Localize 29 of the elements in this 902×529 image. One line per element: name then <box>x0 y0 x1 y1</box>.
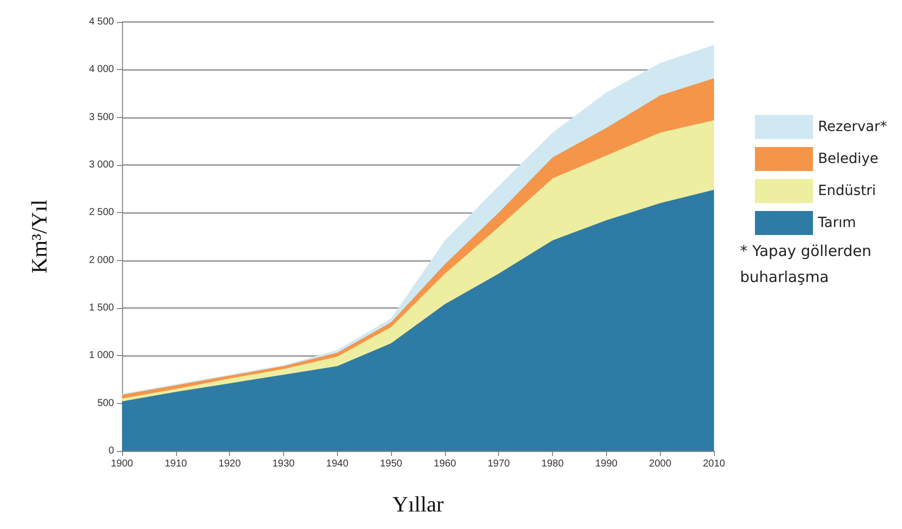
x-axis-title: Yıllar <box>392 492 444 516</box>
y-tick-label: 1 000 <box>88 350 114 362</box>
legend-label: Belediye <box>818 151 878 167</box>
x-tick-label: 1920 <box>218 458 242 470</box>
y-axis-title: Km³/Yıl <box>26 200 52 274</box>
y-tick-label: 0 <box>108 446 114 456</box>
x-tick-label: 1960 <box>434 458 456 470</box>
y-tick-label: 2 500 <box>88 207 114 218</box>
x-tick-label: 1970 <box>488 458 510 470</box>
x-tick-label: 1980 <box>541 458 564 470</box>
x-tick-label: 2000 <box>649 458 672 470</box>
x-tick-label: 2010 <box>702 458 726 470</box>
y-tick-label: 3 500 <box>88 112 114 123</box>
x-tick-label: 1900 <box>110 458 134 470</box>
y-tick-label: 2 000 <box>88 254 114 266</box>
x-tick-label: 1990 <box>595 458 618 470</box>
x-tick-label: 1950 <box>380 458 403 470</box>
x-tick-label: 1940 <box>326 458 349 470</box>
x-tick-label: 1910 <box>164 458 188 470</box>
x-tick-label: 1930 <box>272 458 296 470</box>
legend-label: Endüstri <box>818 183 876 199</box>
y-tick-label: 1 500 <box>88 302 114 314</box>
y-tick-label: 3 000 <box>88 160 114 170</box>
legend-label: Rezervar* <box>818 119 888 135</box>
y-tick-label: 4 500 <box>88 16 114 28</box>
y-tick-label: 4 000 <box>88 64 114 76</box>
text: * Yapay göllerden buharlaşma <box>740 242 876 286</box>
legend-label: Tarım <box>816 215 856 231</box>
y-tick-label: 500 <box>97 398 114 409</box>
